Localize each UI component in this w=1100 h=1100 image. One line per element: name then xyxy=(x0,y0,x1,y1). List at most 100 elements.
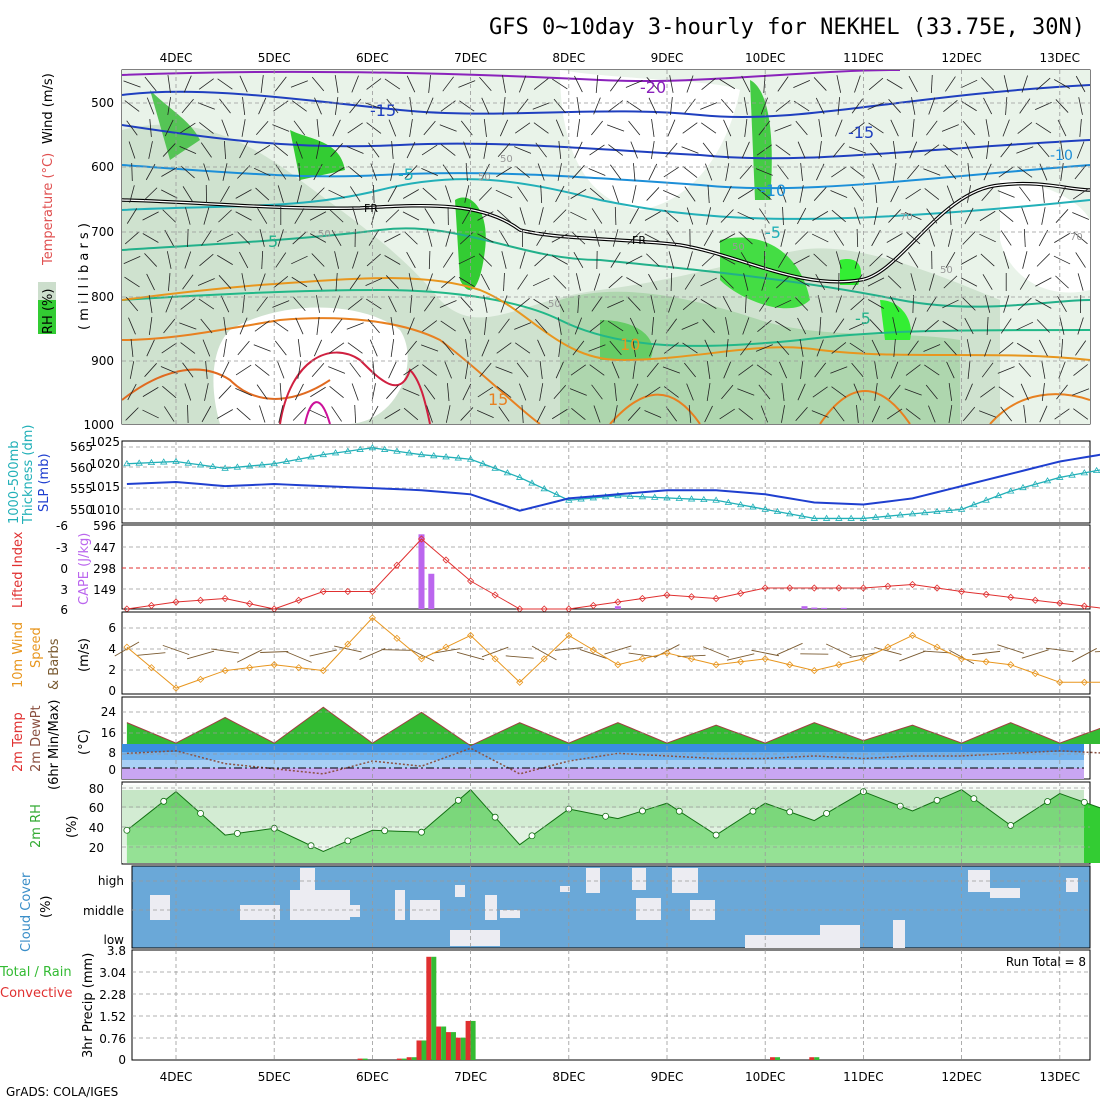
lifted-index-marker xyxy=(442,556,450,564)
upper-wind-barb xyxy=(200,142,212,158)
ytick-label: 6 xyxy=(108,621,116,635)
upper-wind-barb xyxy=(871,405,881,423)
upper-wind-barb xyxy=(928,273,935,291)
thickness-marker xyxy=(172,457,180,464)
upper-wind-barb xyxy=(218,209,232,223)
upper-wind-barb xyxy=(632,339,637,357)
upper-wind-barb xyxy=(164,119,174,137)
date-axis-bottom: 4DEC 5DEC 6DEC 7DEC 8DEC 9DEC 10DEC 11DEC 12DEC 1… xyxy=(160,1070,1080,1084)
upper-wind-barb xyxy=(703,230,714,246)
upper-wind-barb xyxy=(407,317,415,335)
ytick-label: 0 xyxy=(60,562,68,576)
upper-wind-barb xyxy=(942,299,959,309)
upper-wind-barb xyxy=(239,317,248,335)
upper-wind-barb xyxy=(533,122,549,134)
upper-wind-barb xyxy=(335,272,338,292)
upper-wind-barb xyxy=(235,364,252,376)
upper-wind-barb xyxy=(425,97,434,115)
thickness-marker xyxy=(503,469,512,476)
upper-wind-barb xyxy=(608,275,623,289)
precip-bar-conv xyxy=(445,1032,451,1060)
wind10-marker xyxy=(859,655,867,663)
upper-wind-barb xyxy=(628,120,641,136)
upper-wind-barb xyxy=(540,184,543,204)
ytick-label: 1025 xyxy=(89,435,120,449)
upper-wind-barb xyxy=(168,272,171,292)
upper-wind-barb xyxy=(179,322,197,330)
upper-wind-barb xyxy=(445,229,452,247)
upper-wind-barb xyxy=(315,141,321,159)
ylabel-temperature: Temperature (°C) xyxy=(41,153,56,266)
upper-wind-barb xyxy=(797,317,807,335)
upper-wind-barb xyxy=(1019,98,1031,114)
upper-wind-barb xyxy=(1054,233,1070,243)
upper-wind-barb xyxy=(576,119,581,137)
upper-wind-barb xyxy=(218,385,232,399)
upper-wind-barb xyxy=(758,120,771,136)
date-label-bottom: 6DEC xyxy=(356,1070,389,1084)
upper-wind-barb xyxy=(148,141,153,159)
upper-wind-barb xyxy=(442,76,454,92)
upper-wind-barb xyxy=(409,97,413,115)
upper-wind-barb xyxy=(239,75,248,93)
upper-wind-barb xyxy=(649,339,657,357)
wind10-marker xyxy=(417,655,426,663)
upper-wind-barb xyxy=(888,99,901,113)
upper-wind-barb xyxy=(259,229,265,247)
upper-wind-barb xyxy=(555,361,564,379)
upper-wind-barb xyxy=(309,233,327,243)
wind10-barb xyxy=(162,644,190,656)
upper-wind-barb xyxy=(627,231,641,245)
upper-wind-barb xyxy=(981,77,995,91)
upper-wind-barb xyxy=(686,75,694,93)
thickness-marker xyxy=(638,493,647,500)
upper-wind-barb xyxy=(292,407,306,421)
lifted-index-marker xyxy=(589,601,597,610)
upper-wind-barb xyxy=(462,383,472,401)
wind10-marker xyxy=(589,646,597,654)
upper-wind-barb xyxy=(774,124,792,132)
ylabel-rh: RH (%) xyxy=(41,289,56,334)
upper-wind-barb xyxy=(756,364,773,376)
contour-label: 50 xyxy=(478,172,491,183)
cloud-block xyxy=(395,890,405,920)
upper-wind-barb xyxy=(130,339,134,357)
upper-wind-barb xyxy=(199,253,214,267)
upper-wind-barb xyxy=(237,340,250,356)
upper-wind-barb xyxy=(682,122,698,134)
upper-wind-barb xyxy=(1036,253,1051,267)
upper-wind-barb xyxy=(480,273,490,291)
upper-wind-barb xyxy=(514,122,531,134)
upper-wind-barb xyxy=(813,187,827,201)
upper-wind-barb xyxy=(665,142,678,158)
upper-wind-barb xyxy=(273,276,289,288)
thickness-markers xyxy=(123,444,1100,521)
wind10-barb xyxy=(505,655,534,659)
upper-wind-barb xyxy=(982,274,993,290)
thickness-marker xyxy=(871,513,880,520)
thickness-marker xyxy=(160,458,168,465)
upper-wind-barb xyxy=(495,189,513,199)
upper-wind-barb xyxy=(223,317,227,335)
ylabel-slp: SLP (mb) xyxy=(37,453,52,512)
upper-wind-barb xyxy=(909,317,917,335)
upper-wind-barb xyxy=(332,119,341,137)
upper-wind-barb xyxy=(741,141,750,159)
upper-wind-barb xyxy=(776,275,790,289)
upper-wind-barb xyxy=(1037,142,1050,158)
upper-wind-barb xyxy=(1041,383,1045,401)
thickness-marker xyxy=(749,503,757,510)
upper-wind-barb xyxy=(167,97,172,115)
ylabel-precip: Total / Rain xyxy=(0,965,72,980)
upper-wind-barb xyxy=(892,163,897,181)
upper-wind-barb xyxy=(962,120,976,136)
upper-wind-barb xyxy=(593,273,601,291)
upper-wind-barb xyxy=(874,361,878,379)
upper-wind-barb xyxy=(625,255,643,265)
upper-wind-barb xyxy=(479,76,492,92)
wind10-marker xyxy=(442,643,450,651)
upper-wind-barb xyxy=(256,296,268,312)
upper-wind-barb xyxy=(780,229,786,247)
upper-wind-barb xyxy=(1039,405,1048,423)
wind10-barb xyxy=(826,643,852,657)
